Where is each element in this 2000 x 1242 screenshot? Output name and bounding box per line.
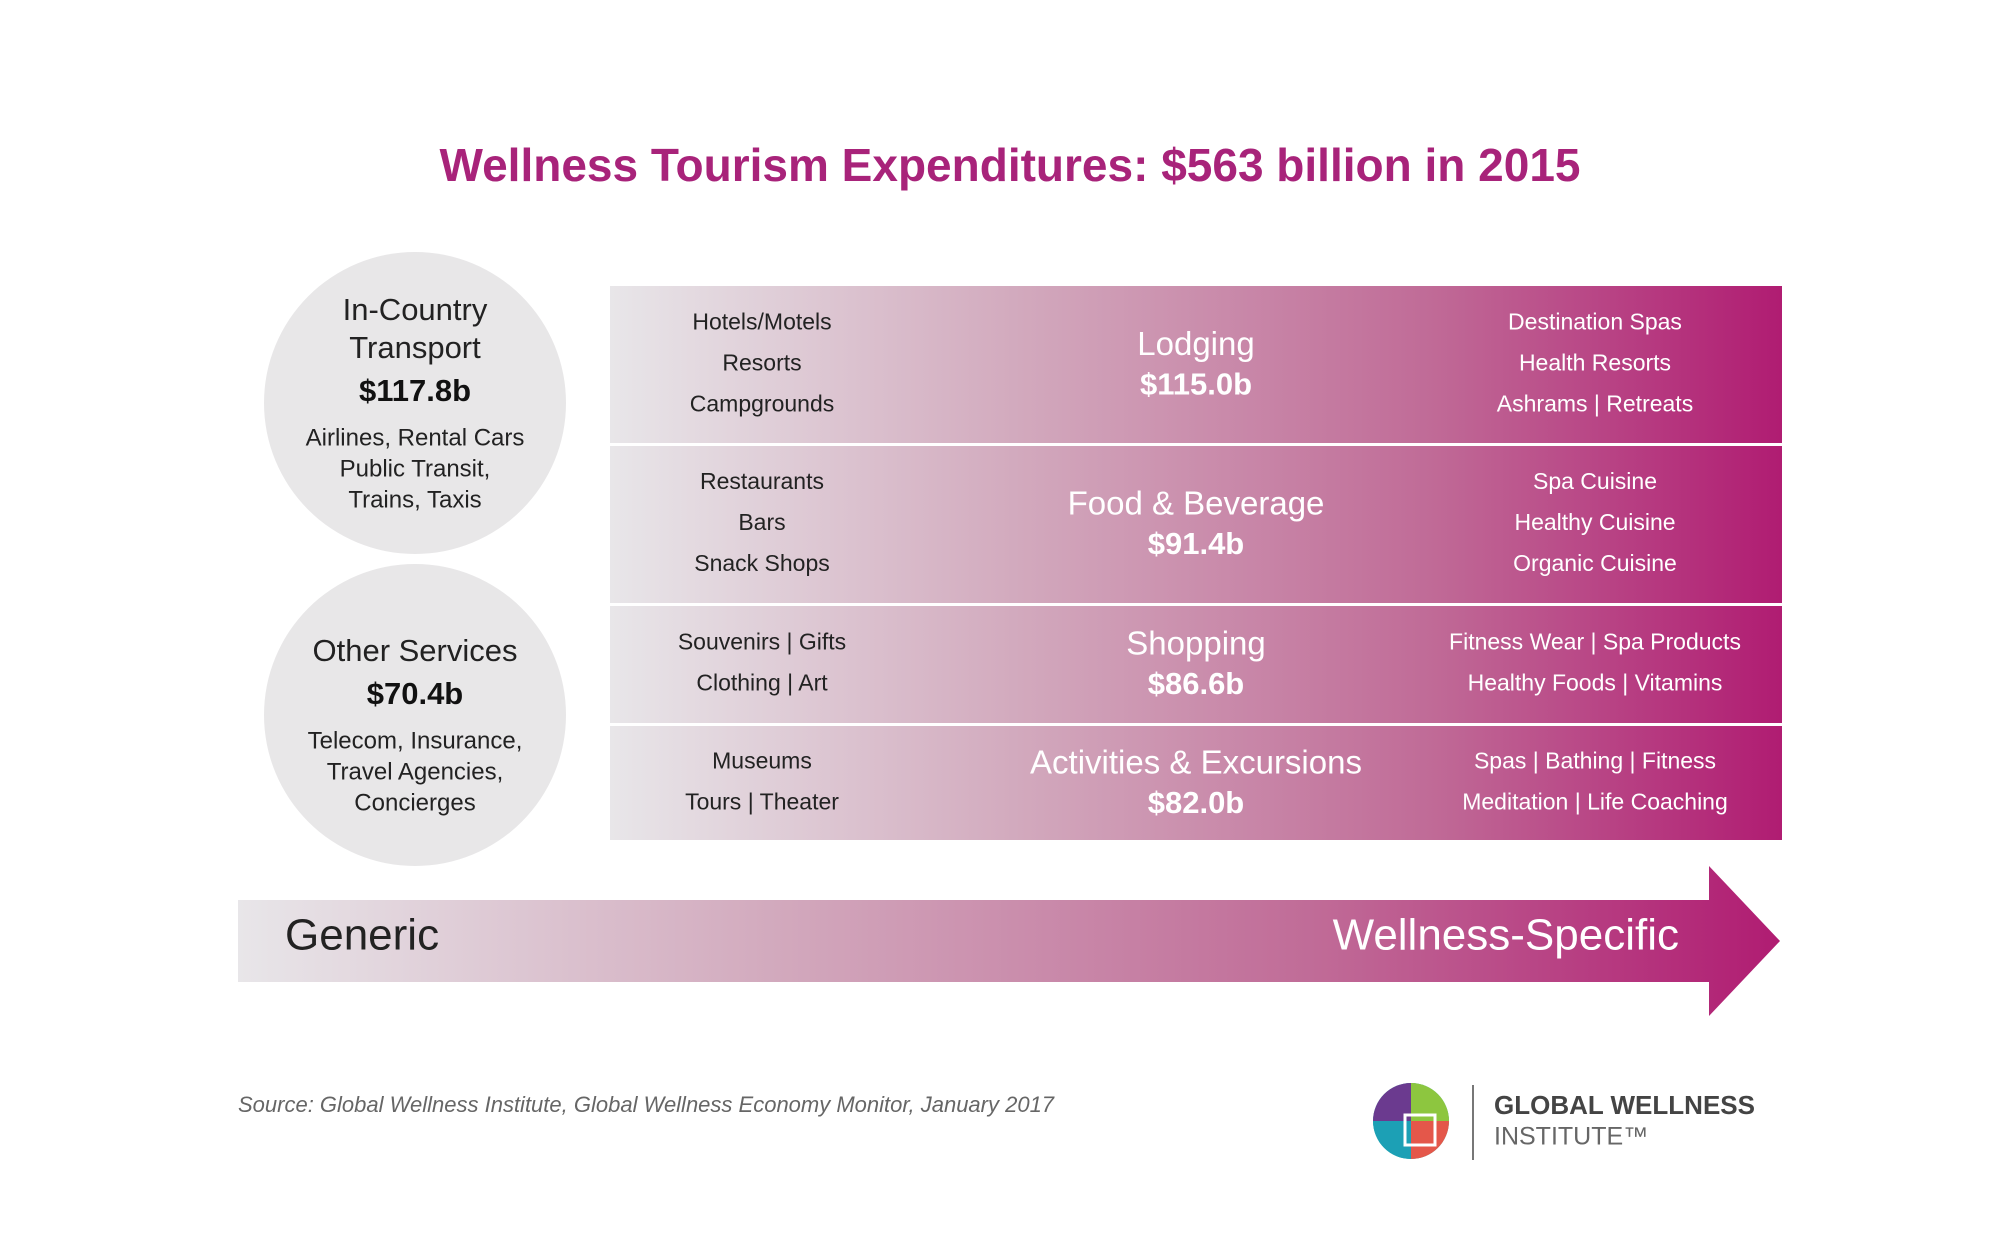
right-item: Ashrams | Retreats	[1497, 391, 1693, 417]
right-item: Spa Cuisine	[1533, 468, 1657, 494]
left-item: Restaurants	[700, 468, 824, 494]
logo-line1: GLOBAL WELLNESS	[1494, 1090, 1755, 1120]
circle-item: Airlines, Rental Cars	[306, 424, 525, 451]
circle-item: Travel Agencies,	[327, 758, 504, 785]
row-name: Lodging	[1137, 325, 1254, 362]
title: Wellness Tourism Expenditures: $563 bill…	[440, 139, 1581, 191]
logo-segment	[1411, 1083, 1449, 1121]
logo: GLOBAL WELLNESS INSTITUTE™	[1373, 1083, 1755, 1160]
right-item: Meditation | Life Coaching	[1462, 789, 1728, 815]
arrow-end-label: Wellness-Specific	[1333, 911, 1679, 960]
left-item: Tours | Theater	[685, 789, 839, 815]
circle-value: $70.4b	[367, 676, 464, 711]
source-note: Source: Global Wellness Institute, Globa…	[238, 1092, 1055, 1117]
circle-item: Trains, Taxis	[348, 486, 481, 513]
right-item: Fitness Wear | Spa Products	[1449, 629, 1741, 655]
row-name: Activities & Excursions	[1030, 744, 1362, 781]
left-item: Bars	[738, 509, 785, 535]
logo-frame	[1403, 1113, 1437, 1147]
table-background	[610, 286, 1782, 840]
circle-title: Transport	[349, 330, 481, 365]
left-item: Hotels/Motels	[692, 309, 831, 335]
left-item: Souvenirs | Gifts	[678, 629, 846, 655]
row-name: Shopping	[1126, 625, 1265, 662]
logo-segment	[1373, 1121, 1411, 1159]
left-item: Clothing | Art	[696, 670, 828, 696]
right-item: Healthy Cuisine	[1514, 509, 1675, 535]
row-value: $82.0b	[1148, 785, 1245, 820]
left-item: Resorts	[722, 350, 801, 376]
left-item: Museums	[712, 748, 812, 774]
row-name: Food & Beverage	[1068, 485, 1325, 522]
left-item: Campgrounds	[690, 391, 834, 417]
right-item: Spas | Bathing | Fitness	[1474, 748, 1716, 774]
row-value: $86.6b	[1148, 666, 1245, 701]
circle-item: Public Transit,	[340, 455, 491, 482]
row-value: $91.4b	[1148, 526, 1245, 561]
circle-title: Other Services	[312, 633, 517, 668]
category-circle	[264, 252, 566, 554]
circle-item: Concierges	[354, 789, 475, 816]
row-value: $115.0b	[1140, 367, 1252, 402]
right-item: Organic Cuisine	[1513, 550, 1677, 576]
circle-item: Telecom, Insurance,	[308, 727, 523, 754]
category-circle	[264, 564, 566, 866]
arrow-start-label: Generic	[285, 911, 439, 960]
right-item: Destination Spas	[1508, 309, 1682, 335]
spectrum-arrow	[238, 866, 1780, 1016]
circle-title: In-Country	[343, 292, 488, 327]
logo-line2: INSTITUTE™	[1494, 1123, 1648, 1151]
logo-segment	[1373, 1083, 1411, 1121]
right-item: Health Resorts	[1519, 350, 1671, 376]
logo-segment	[1411, 1121, 1449, 1159]
circle-value: $117.8b	[359, 373, 471, 408]
right-item: Healthy Foods | Vitamins	[1468, 670, 1723, 696]
left-item: Snack Shops	[694, 550, 830, 576]
